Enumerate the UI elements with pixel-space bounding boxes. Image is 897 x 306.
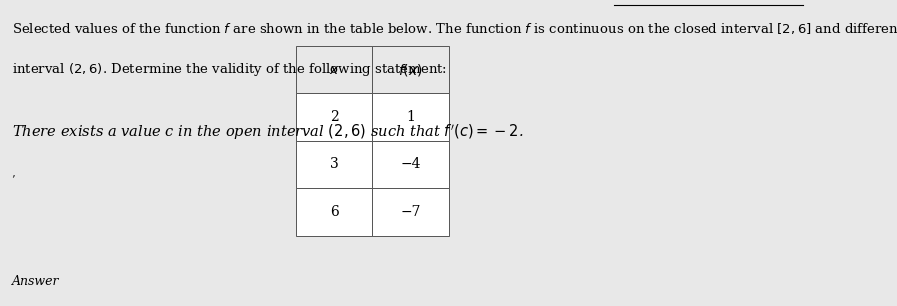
Text: 2: 2	[330, 110, 338, 124]
Text: Answer: Answer	[12, 275, 59, 288]
Text: interval $(2, 6)$. Determine the validity of the following statement:: interval $(2, 6)$. Determine the validit…	[12, 61, 447, 78]
Bar	[372, 46, 448, 93]
Bar	[372, 141, 448, 188]
Text: 6: 6	[330, 205, 338, 219]
Bar	[372, 188, 448, 236]
Text: −4: −4	[400, 158, 421, 171]
Text: $x$: $x$	[329, 63, 339, 76]
Bar	[296, 141, 372, 188]
Text: Selected values of the function $f$ are shown in the table below. The function $: Selected values of the function $f$ are …	[12, 21, 897, 39]
Bar	[296, 93, 372, 141]
Bar	[372, 93, 448, 141]
Text: 1: 1	[406, 110, 414, 124]
Text: −7: −7	[400, 205, 421, 219]
Bar	[296, 46, 372, 93]
Text: 3: 3	[330, 158, 338, 171]
Bar	[296, 188, 372, 236]
Text: $f(x)$: $f(x)$	[398, 62, 422, 78]
Text: There exists a value c in the open interval $(2, 6)$ such that $f'(c) = -2$.: There exists a value c in the open inter…	[12, 122, 523, 142]
Text: ’: ’	[12, 174, 15, 185]
